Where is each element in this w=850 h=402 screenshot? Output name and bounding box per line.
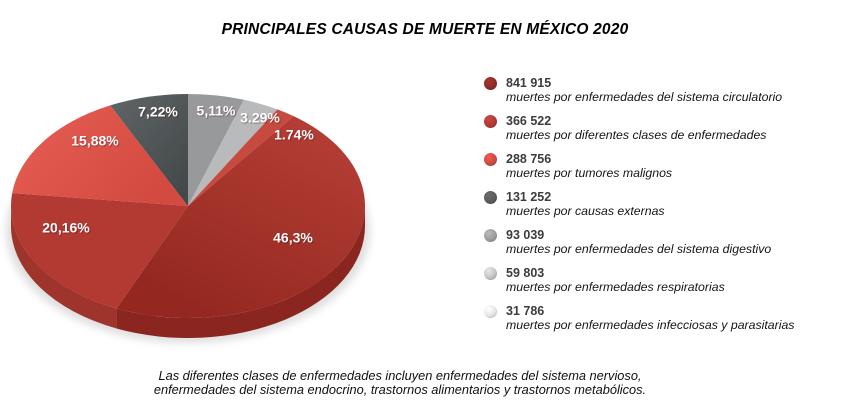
legend-item: 93 039 muertes por enfermedades del siste… <box>484 228 840 257</box>
footnote: Las diferentes clases de enfermedades in… <box>0 369 800 397</box>
pie-slice-label: 1.74% <box>274 127 314 143</box>
legend-swatch <box>484 305 497 318</box>
legend-description: muertes por enfermedades del sistema dig… <box>506 242 772 256</box>
legend-value: 131 252 <box>506 190 552 204</box>
legend-description: muertes por enfermedades respiratorias <box>506 280 725 294</box>
legend-item: 31 786 muertes por enfermedades infeccios… <box>484 304 840 333</box>
legend-swatch <box>484 115 497 128</box>
legend-description: muertes por enfermedades infecciosas y p… <box>506 318 795 332</box>
pie-slice-label: 20,16% <box>42 220 90 236</box>
pie-slice <box>188 109 294 206</box>
legend-value: 288 756 <box>506 152 552 166</box>
pie-slice <box>188 99 278 206</box>
legend-value: 93 039 <box>506 228 545 242</box>
legend-texts: 841 915 muertes por enfermedades del sist… <box>506 76 782 105</box>
pie-slice-label: 46,3% <box>273 230 313 246</box>
legend-description: muertes por enfermedades del sistema cir… <box>506 90 783 104</box>
pie-slice-label: 7,22% <box>138 104 178 120</box>
pie-slice <box>116 116 366 319</box>
legend-value: 366 522 <box>506 114 552 128</box>
legend-swatch <box>484 77 497 90</box>
legend-swatch <box>484 267 497 280</box>
legend-description: muertes por diferentes clases de enferme… <box>506 128 767 142</box>
legend-description: muertes por causas externas <box>506 204 665 218</box>
legend-value: 841 915 <box>506 76 552 90</box>
legend-item: 59 803 muertes por enfermedades respirato… <box>484 266 840 295</box>
pie-slice-label: 15,88% <box>71 133 119 149</box>
legend-description: muertes por tumores malignos <box>506 166 673 180</box>
legend-texts: 366 522 muertes por diferentes clases de … <box>506 114 766 143</box>
legend: 841 915 muertes por enfermedades del sist… <box>484 76 840 342</box>
pie-slice-wall <box>116 206 365 339</box>
legend-texts: 93 039 muertes por enfermedades del siste… <box>506 228 771 257</box>
legend-item: 131 252 muertes por causas externas <box>484 190 840 219</box>
footnote-line-2: enfermedades del sistema endocrino, tras… <box>153 382 647 397</box>
legend-item: 841 915 muertes por enfermedades del sist… <box>484 76 840 105</box>
legend-swatch <box>484 191 497 204</box>
pie-slice <box>110 94 188 206</box>
pie-chart: 5,11% 3.29% 1.74% 46,3% 20,16% 15,88% 7,22% <box>0 60 440 360</box>
pie-slice <box>10 193 188 309</box>
footnote-line-1: Las diferentes clases de enfermedades in… <box>158 368 642 383</box>
legend-item: 288 756 muertes por tumores malignos <box>484 152 840 181</box>
legend-value: 31 786 <box>506 304 545 318</box>
pie-chart-svg: 5,11% 3.29%1.74% 46,3% 20,16% 15,88% 7,22% <box>6 94 370 343</box>
pie-slice-wall <box>11 206 117 329</box>
pie-slice-label: 3.29% <box>240 110 280 126</box>
legend-swatch <box>484 229 497 242</box>
legend-texts: 131 252 muertes por causas externas <box>506 190 665 219</box>
legend-value: 59 803 <box>506 266 545 280</box>
legend-texts: 59 803 muertes por enfermedades respirato… <box>506 266 725 295</box>
pie-slice-label: 5,11% <box>197 103 236 119</box>
legend-swatch <box>484 153 497 166</box>
pie-slice <box>188 94 245 206</box>
legend-texts: 31 786 muertes por enfermedades infeccios… <box>506 304 794 333</box>
legend-item: 366 522 muertes por diferentes clases de … <box>484 114 840 143</box>
legend-texts: 288 756 muertes por tumores malignos <box>506 152 672 181</box>
page-title: PRINCIPALES CAUSAS DE MUERTE EN MÉXICO 2… <box>221 21 629 38</box>
pie-slice <box>12 105 189 206</box>
